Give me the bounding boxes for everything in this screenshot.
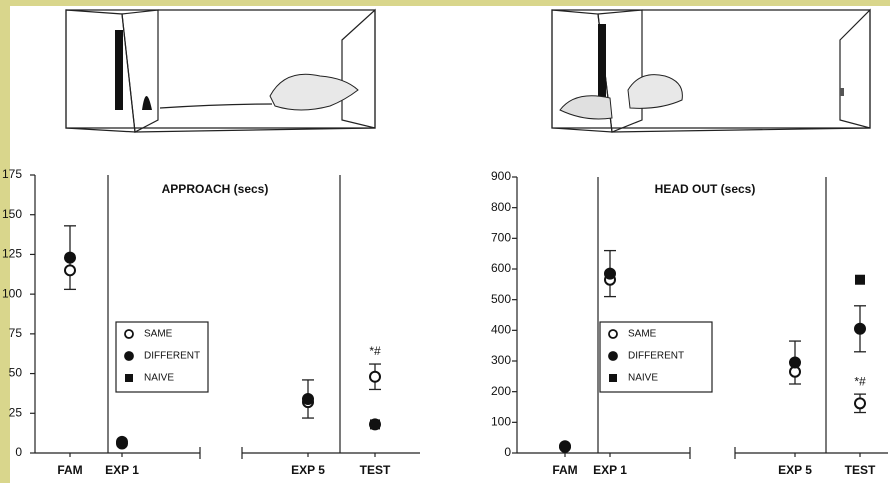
point xyxy=(64,264,76,277)
x-tick-label: TEST xyxy=(845,463,876,477)
annotation: *# xyxy=(854,374,866,388)
point xyxy=(370,419,380,430)
chamber-drawing xyxy=(551,8,871,133)
chart: 0 100 200 300 400 500 600 700 800 900 FAM EXP 1 EXP … xyxy=(491,169,888,477)
legend-box xyxy=(599,321,713,393)
panel xyxy=(10,6,890,483)
y-tick-label: 900 xyxy=(491,169,511,183)
legend-label: NAIVE xyxy=(144,373,174,384)
y-tick-label: 0 xyxy=(15,445,22,459)
y-tick-label: 400 xyxy=(491,323,511,337)
annotation: *# xyxy=(369,344,381,358)
y-tick-label: 100 xyxy=(2,286,22,300)
legend-label: DIFFERENT xyxy=(628,351,684,362)
legend-label: SAME xyxy=(144,329,173,340)
point xyxy=(559,440,571,453)
y-tick-label: 300 xyxy=(491,353,511,367)
point xyxy=(64,251,76,264)
x-tick-label: TEST xyxy=(360,463,391,477)
chart: 0 25 50 75 100 125 150 175 FAM EXP 1 EXP 5 TEST APPR… xyxy=(2,167,420,477)
y-tick-label: 25 xyxy=(9,405,23,419)
point xyxy=(116,435,128,448)
y-tick-label: 150 xyxy=(2,207,22,221)
x-tick-label: EXP 1 xyxy=(593,463,627,477)
y-tick-label: 50 xyxy=(9,366,23,380)
legend-label: DIFFERENT xyxy=(144,351,200,362)
y-tick-label: 0 xyxy=(504,445,511,459)
point xyxy=(789,356,801,369)
point xyxy=(854,397,866,410)
x-tick-label: EXP 5 xyxy=(778,463,812,477)
x-tick-label: FAM xyxy=(57,463,82,477)
legend-marker xyxy=(125,374,133,382)
legend-marker xyxy=(608,329,618,339)
x-tick-label: EXP 1 xyxy=(105,463,139,477)
legend-marker xyxy=(609,374,617,382)
x-tick-label: FAM xyxy=(552,463,577,477)
legend: SAME DIFFERENT NAIVE xyxy=(599,321,713,393)
chart-title: APPROACH (secs) xyxy=(162,182,269,196)
legend-marker xyxy=(124,329,134,339)
point xyxy=(302,392,314,405)
point xyxy=(369,370,381,383)
y-tick-label: 175 xyxy=(2,167,22,181)
y-tick-label: 700 xyxy=(491,231,511,245)
y-tick-label: 500 xyxy=(491,292,511,306)
legend-label: NAIVE xyxy=(628,373,658,384)
y-tick-label: 800 xyxy=(491,200,511,214)
y-tick-label: 125 xyxy=(2,247,22,261)
legend-label: SAME xyxy=(628,329,657,340)
y-tick-label: 100 xyxy=(491,415,511,429)
point xyxy=(855,274,865,285)
y-tick-label: 200 xyxy=(491,384,511,398)
legend: SAME DIFFERENT NAIVE xyxy=(115,321,209,393)
y-tick-label: 75 xyxy=(9,326,23,340)
chart-title: HEAD OUT (secs) xyxy=(655,182,756,196)
point xyxy=(854,322,866,335)
point xyxy=(604,267,616,280)
x-tick-label: EXP 5 xyxy=(291,463,325,477)
legend-marker xyxy=(124,351,134,361)
legend-marker xyxy=(608,351,618,361)
chamber-drawing xyxy=(65,8,376,133)
y-tick-label: 600 xyxy=(491,261,511,275)
